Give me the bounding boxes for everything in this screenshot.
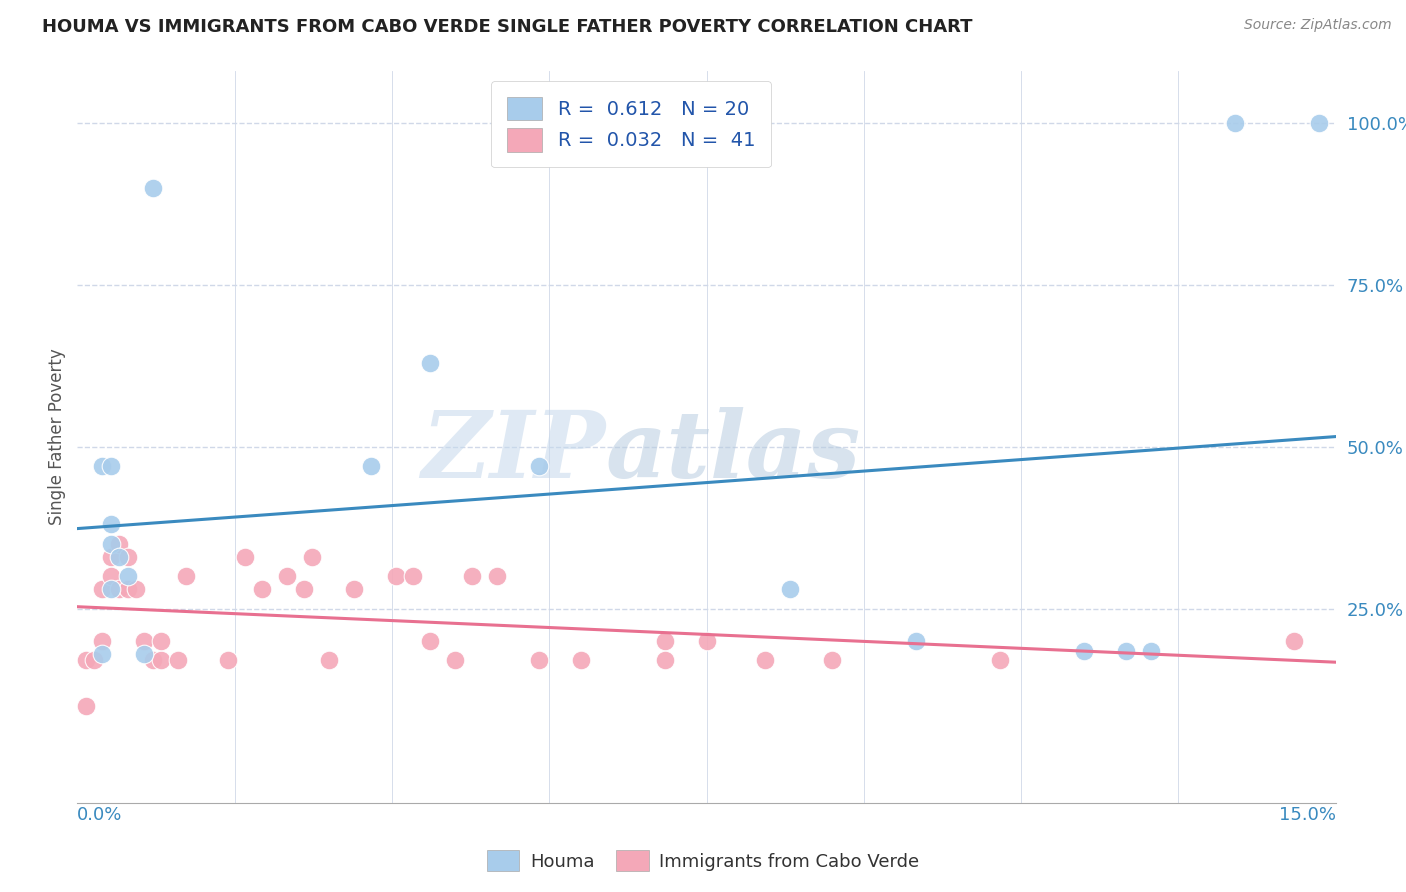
Point xyxy=(75,653,97,667)
Text: 15.0%: 15.0% xyxy=(1278,806,1336,824)
Point xyxy=(527,653,550,667)
Point xyxy=(100,569,122,583)
Text: ZIP: ZIP xyxy=(422,407,606,497)
Text: 0.0%: 0.0% xyxy=(77,806,122,824)
Point xyxy=(654,634,676,648)
Point xyxy=(83,653,105,667)
Point xyxy=(91,647,114,661)
Point xyxy=(108,582,131,597)
Point xyxy=(385,569,408,583)
Point xyxy=(100,537,122,551)
Point xyxy=(1282,634,1305,648)
Y-axis label: Single Father Poverty: Single Father Poverty xyxy=(48,349,66,525)
Legend: R =  0.612   N = 20, R =  0.032   N =  41: R = 0.612 N = 20, R = 0.032 N = 41 xyxy=(492,81,770,168)
Point xyxy=(142,181,165,195)
Point xyxy=(821,653,844,667)
Point xyxy=(301,549,323,564)
Point xyxy=(696,634,718,648)
Point xyxy=(108,549,131,564)
Point xyxy=(150,634,173,648)
Point xyxy=(233,549,256,564)
Point xyxy=(905,634,928,648)
Point xyxy=(779,582,801,597)
Legend: Houma, Immigrants from Cabo Verde: Houma, Immigrants from Cabo Verde xyxy=(479,843,927,879)
Point xyxy=(485,569,508,583)
Text: Source: ZipAtlas.com: Source: ZipAtlas.com xyxy=(1244,18,1392,32)
Point xyxy=(117,549,139,564)
Point xyxy=(419,634,441,648)
Point xyxy=(100,582,122,597)
Point xyxy=(117,569,139,583)
Point xyxy=(1308,116,1330,130)
Point xyxy=(527,459,550,474)
Point xyxy=(91,582,114,597)
Point xyxy=(988,653,1011,667)
Point xyxy=(134,634,156,648)
Point xyxy=(100,549,122,564)
Point xyxy=(176,569,198,583)
Point xyxy=(217,653,239,667)
Point xyxy=(419,356,441,370)
Point xyxy=(100,517,122,532)
Point xyxy=(460,569,482,583)
Point xyxy=(569,653,592,667)
Point xyxy=(108,537,131,551)
Point xyxy=(318,653,340,667)
Point xyxy=(1140,643,1163,657)
Point xyxy=(276,569,298,583)
Point xyxy=(292,582,315,597)
Point xyxy=(444,653,467,667)
Point xyxy=(1073,643,1095,657)
Point xyxy=(1115,643,1137,657)
Point xyxy=(343,582,366,597)
Point xyxy=(250,582,273,597)
Point xyxy=(754,653,776,667)
Point xyxy=(91,459,114,474)
Text: HOUMA VS IMMIGRANTS FROM CABO VERDE SINGLE FATHER POVERTY CORRELATION CHART: HOUMA VS IMMIGRANTS FROM CABO VERDE SING… xyxy=(42,18,973,36)
Point xyxy=(125,582,148,597)
Point xyxy=(150,653,173,667)
Point xyxy=(117,582,139,597)
Point xyxy=(100,459,122,474)
Point xyxy=(360,459,382,474)
Point xyxy=(167,653,190,667)
Point xyxy=(654,653,676,667)
Text: atlas: atlas xyxy=(606,407,860,497)
Point xyxy=(402,569,425,583)
Point xyxy=(142,653,165,667)
Point xyxy=(75,698,97,713)
Point xyxy=(1223,116,1246,130)
Point xyxy=(91,634,114,648)
Point xyxy=(134,647,156,661)
